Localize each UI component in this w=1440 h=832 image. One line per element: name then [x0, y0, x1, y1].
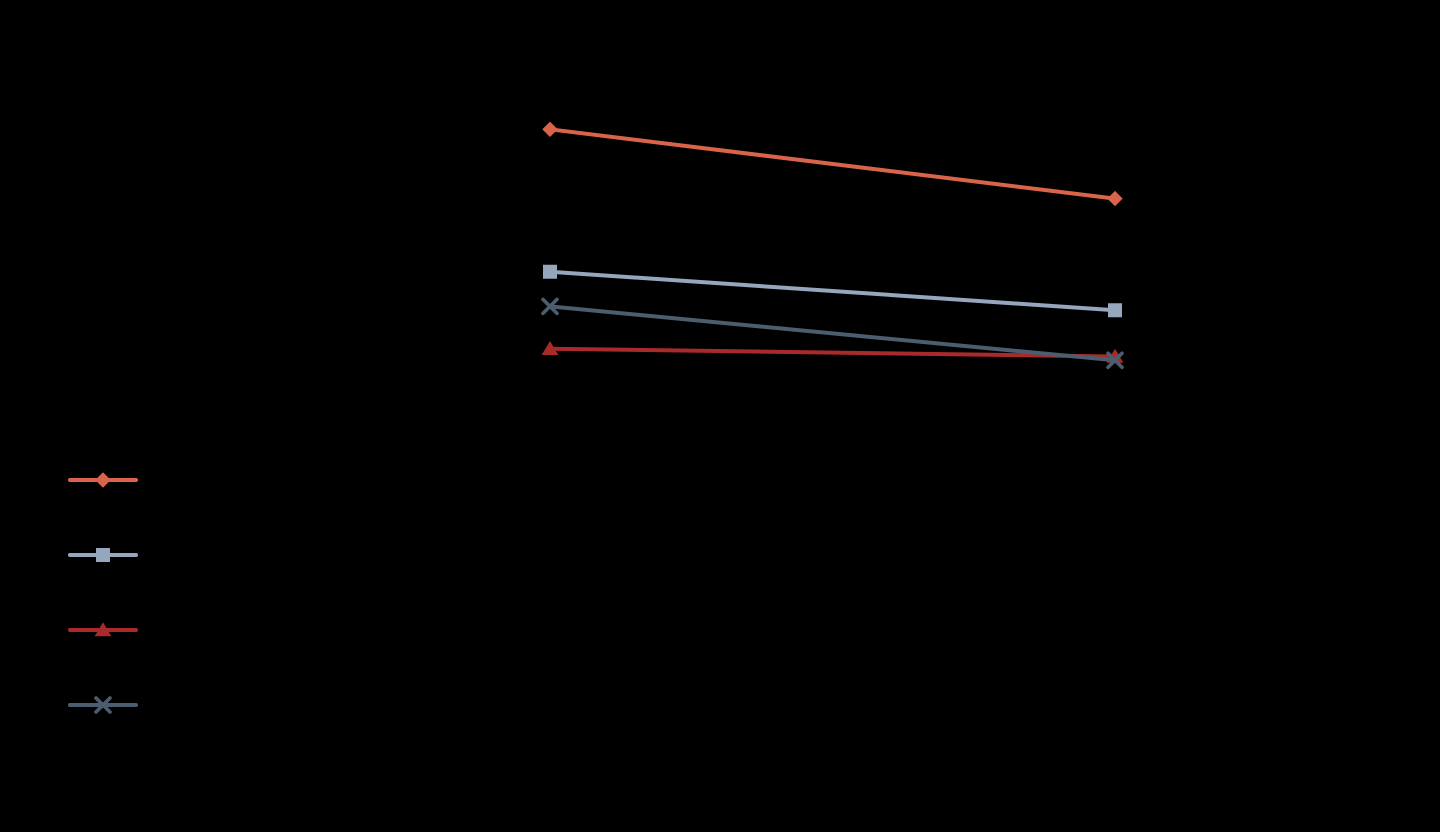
chart-svg — [0, 0, 1440, 832]
line-chart — [0, 0, 1440, 832]
